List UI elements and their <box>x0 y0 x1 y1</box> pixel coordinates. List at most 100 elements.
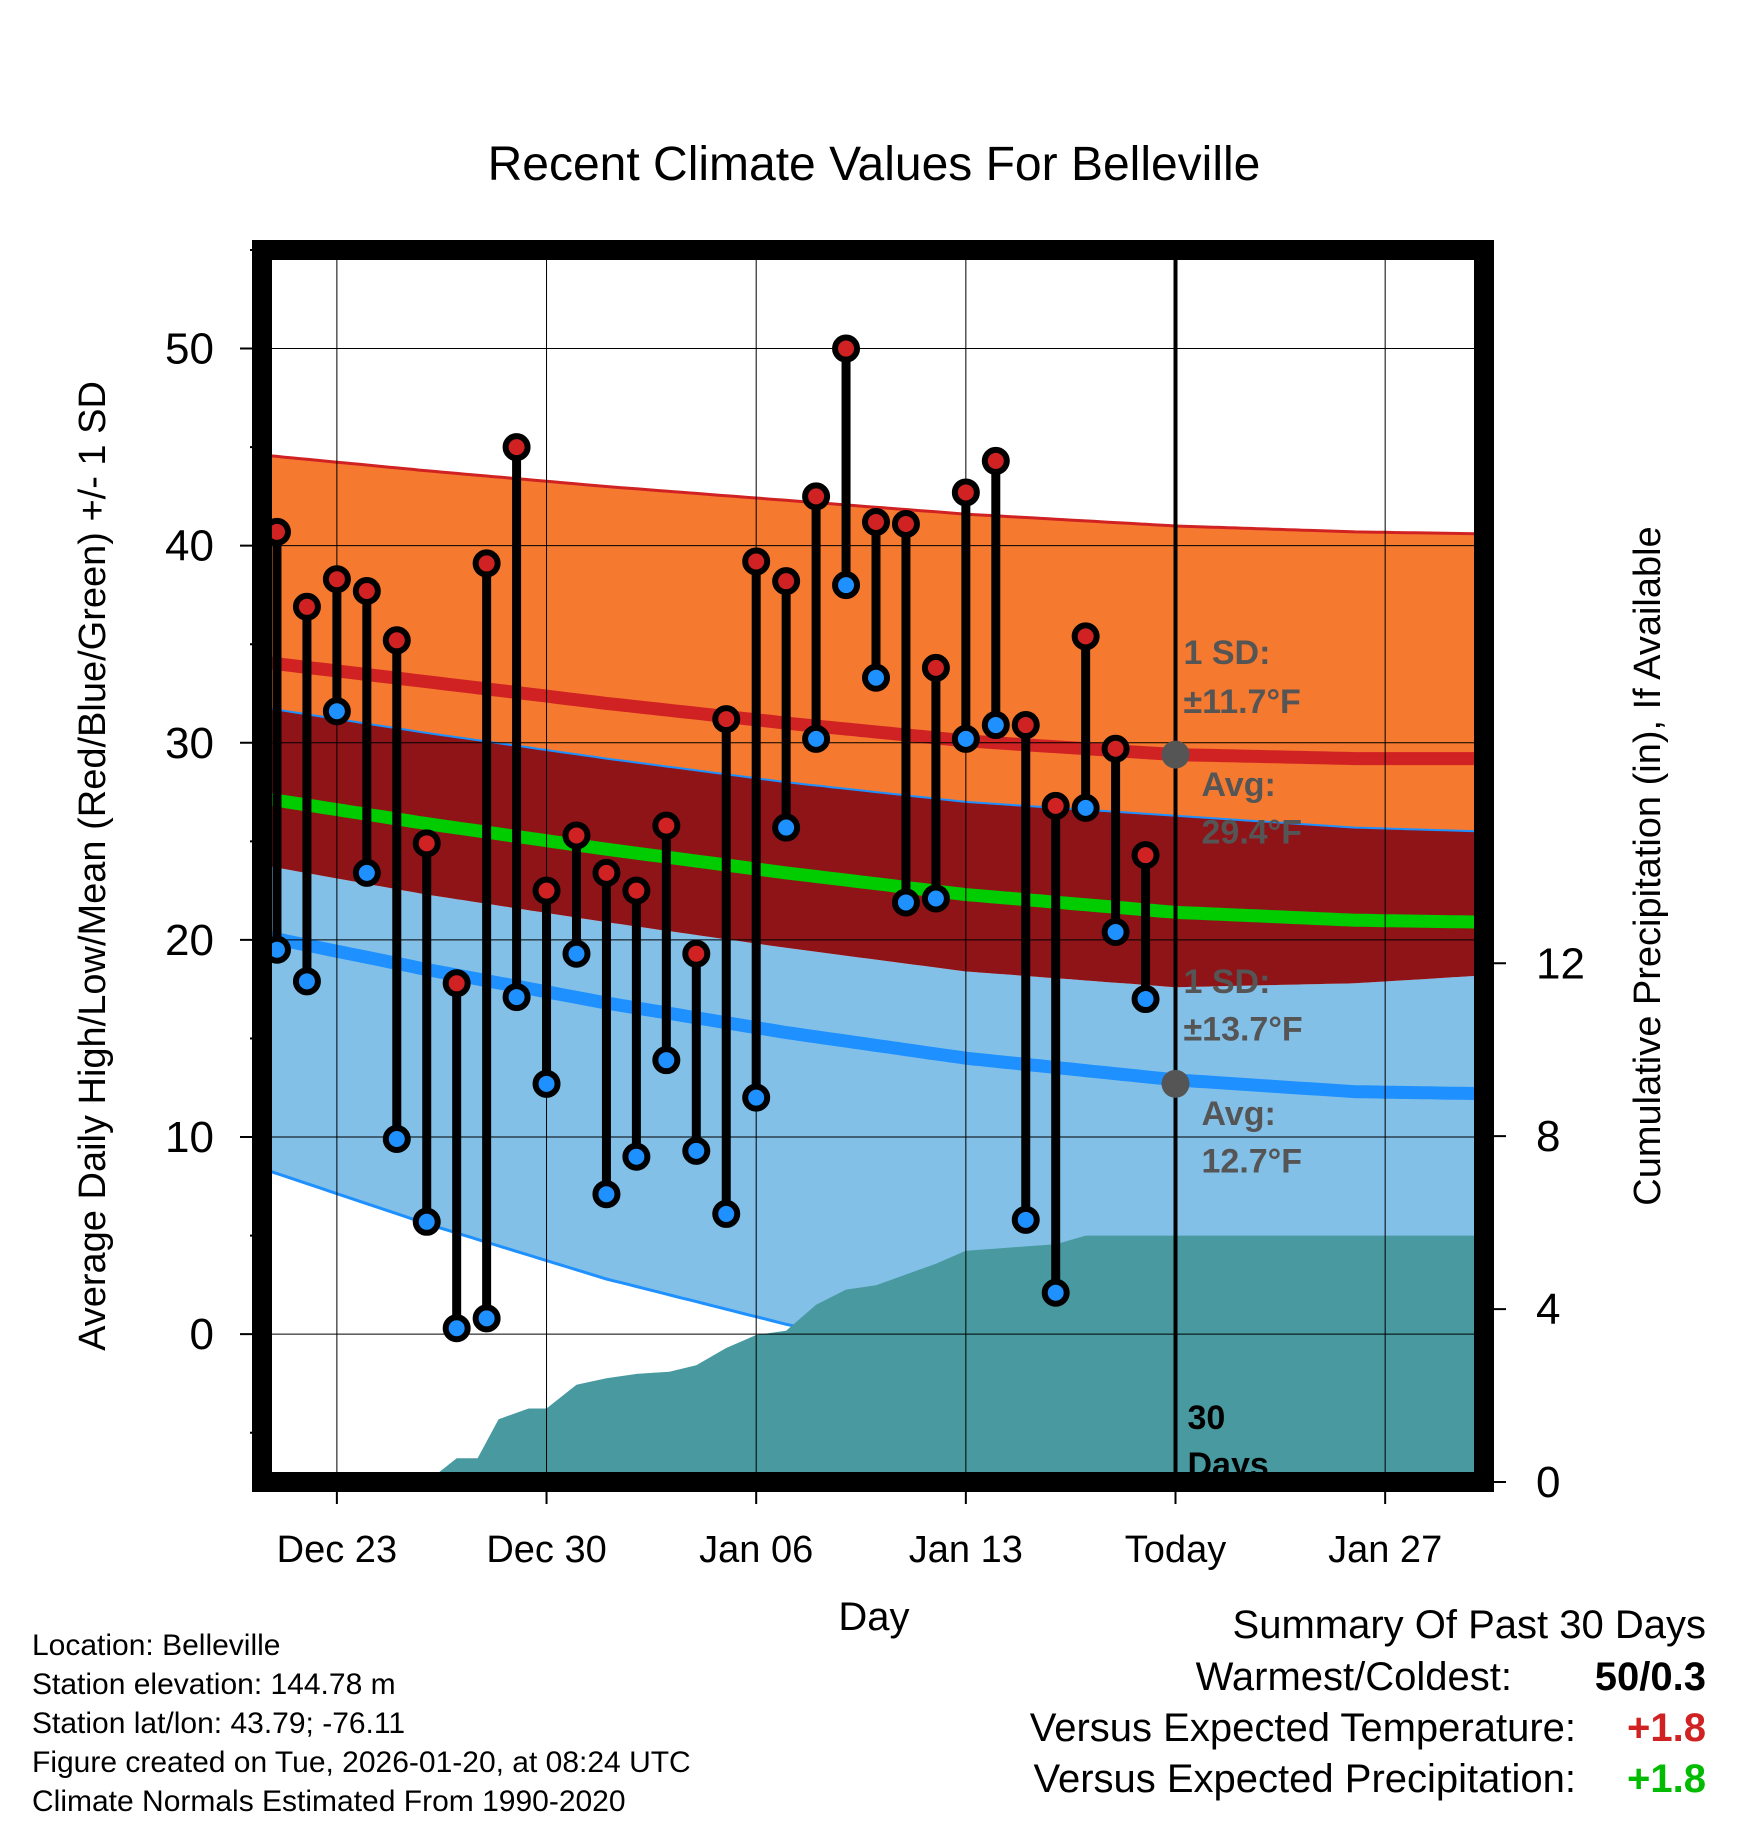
daily-low-point <box>412 1207 441 1236</box>
summary-temp-value: +1.8 <box>1627 1706 1706 1750</box>
daily-high-point <box>652 811 681 840</box>
daily-high-point <box>921 653 950 682</box>
daily-low-point <box>562 939 591 968</box>
y-axis-label-right: Cumulative Precipitation (in), If Availa… <box>1627 526 1669 1205</box>
daily-high-point <box>802 482 831 511</box>
normal-mean-line <box>262 791 1483 929</box>
daily-high-point <box>1011 711 1040 740</box>
high-avg-label: Avg: <box>1202 766 1276 804</box>
daily-low-point <box>652 1046 681 1075</box>
daily-high-point <box>1101 734 1130 763</box>
plot-frame <box>252 240 1494 1492</box>
daily-high-point <box>772 567 801 596</box>
x-tick-label: Jan 27 <box>1328 1529 1442 1571</box>
daily-low-point <box>682 1136 711 1165</box>
daily-low-point <box>1131 985 1160 1014</box>
daily-low-point <box>382 1125 411 1154</box>
daily-high-point <box>891 509 920 538</box>
daily-high-point <box>412 829 441 858</box>
days-count: 30 <box>1188 1399 1226 1437</box>
daily-high-point <box>712 705 741 734</box>
daily-high-point <box>1041 791 1070 820</box>
x-tick-label: Dec 30 <box>486 1529 606 1571</box>
daily-high-point <box>562 821 591 850</box>
summary-precip-label: Versus Expected Precipitation: <box>1033 1757 1576 1801</box>
x-tick-label: Jan 06 <box>699 1529 813 1571</box>
daily-low-point <box>802 724 831 753</box>
daily-high-point <box>742 547 771 576</box>
daily-high-point <box>832 334 861 363</box>
daily-low-point <box>592 1180 621 1209</box>
low-avg-label: Avg: <box>1202 1095 1276 1133</box>
daily-high-point <box>322 565 351 594</box>
daily-low-point <box>891 888 920 917</box>
high-avg-marker <box>1161 740 1190 769</box>
daily-high-point <box>532 876 561 905</box>
daily-low-point <box>951 724 980 753</box>
daily-low-point <box>622 1142 651 1171</box>
x-tick-label: Today <box>1125 1529 1226 1571</box>
daily-low-point <box>712 1199 741 1228</box>
low-sd-value: ±13.7°F <box>1184 1010 1303 1048</box>
daily-high-point <box>502 433 531 462</box>
y-tick-label-right: 8 <box>1536 1112 1560 1161</box>
x-tick-label: Dec 23 <box>277 1529 397 1571</box>
daily-high-point <box>442 969 471 998</box>
summary-precip-value: +1.8 <box>1627 1757 1706 1801</box>
summary-temp-label: Versus Expected Temperature: <box>1029 1706 1576 1750</box>
high-sd-value: ±11.7°F <box>1184 683 1301 721</box>
y-tick-label-left: 10 <box>165 1113 214 1162</box>
daily-high-point <box>472 549 501 578</box>
chart-title: Recent Climate Values For Belleville <box>488 138 1261 191</box>
y-tick-label-right: 0 <box>1536 1458 1560 1507</box>
summary-temp-row: Versus Expected Temperature: +1.8 <box>1030 1706 1706 1751</box>
daily-high-point <box>352 577 381 606</box>
daily-low-point <box>532 1069 561 1098</box>
y-tick-label-left: 30 <box>165 719 214 768</box>
daily-low-point <box>861 663 890 692</box>
daily-low-point <box>772 813 801 842</box>
y-tick-label-left: 50 <box>165 325 214 374</box>
normal-high-line <box>262 655 1483 766</box>
low-avg-value: 12.7°F <box>1202 1143 1303 1181</box>
days-word: Days <box>1188 1446 1269 1484</box>
summary-precip-row: Versus Expected Precipitation: +1.8 <box>1033 1757 1706 1802</box>
daily-high-point <box>622 876 651 905</box>
info-latlon: Station lat/lon: 43.79; -76.11 <box>32 1707 406 1740</box>
x-axis-label: Day <box>838 1595 909 1639</box>
info-normals: Climate Normals Estimated From 1990-2020 <box>32 1785 626 1818</box>
daily-low-point <box>322 697 351 726</box>
summary-title: Summary Of Past 30 Days <box>1232 1603 1706 1647</box>
daily-high-point <box>682 939 711 968</box>
info-location: Location: Belleville <box>32 1629 281 1662</box>
y-tick-label-left: 20 <box>165 916 214 965</box>
daily-high-point <box>292 592 321 621</box>
daily-high-point <box>1131 841 1160 870</box>
daily-low-point <box>1041 1278 1070 1307</box>
y-tick-label-left: 40 <box>165 522 214 571</box>
info-created: Figure created on Tue, 2026-01-20, at 08… <box>32 1746 691 1779</box>
high-minus-sd-line <box>262 706 1483 833</box>
x-tick-label: Jan 13 <box>909 1529 1023 1571</box>
y-tick-label-right: 4 <box>1536 1285 1560 1334</box>
high-plus-sd-line <box>262 453 1483 536</box>
daily-high-point <box>981 446 1010 475</box>
info-elevation: Station elevation: 144.78 m <box>32 1668 396 1701</box>
summary-warmest-row: Warmest/Coldest: 50/0.3 <box>1196 1655 1706 1700</box>
summary-warmest-label: Warmest/Coldest: <box>1195 1655 1512 1699</box>
daily-low-point <box>832 571 861 600</box>
daily-low-point <box>292 967 321 996</box>
daily-low-point <box>1011 1205 1040 1234</box>
daily-low-point <box>981 711 1010 740</box>
cumulative-precip-area <box>262 1235 1484 1482</box>
y-tick-label-left: 0 <box>190 1310 214 1359</box>
summary-warmest-value: 50/0.3 <box>1594 1655 1706 1699</box>
daily-low-point <box>502 983 531 1012</box>
low-sd-label: 1 SD: <box>1184 963 1271 1001</box>
daily-high-point <box>592 858 621 887</box>
daily-low-point <box>742 1083 771 1112</box>
daily-high-point <box>382 626 411 655</box>
daily-low-point <box>921 884 950 913</box>
daily-low-point <box>1101 918 1130 947</box>
